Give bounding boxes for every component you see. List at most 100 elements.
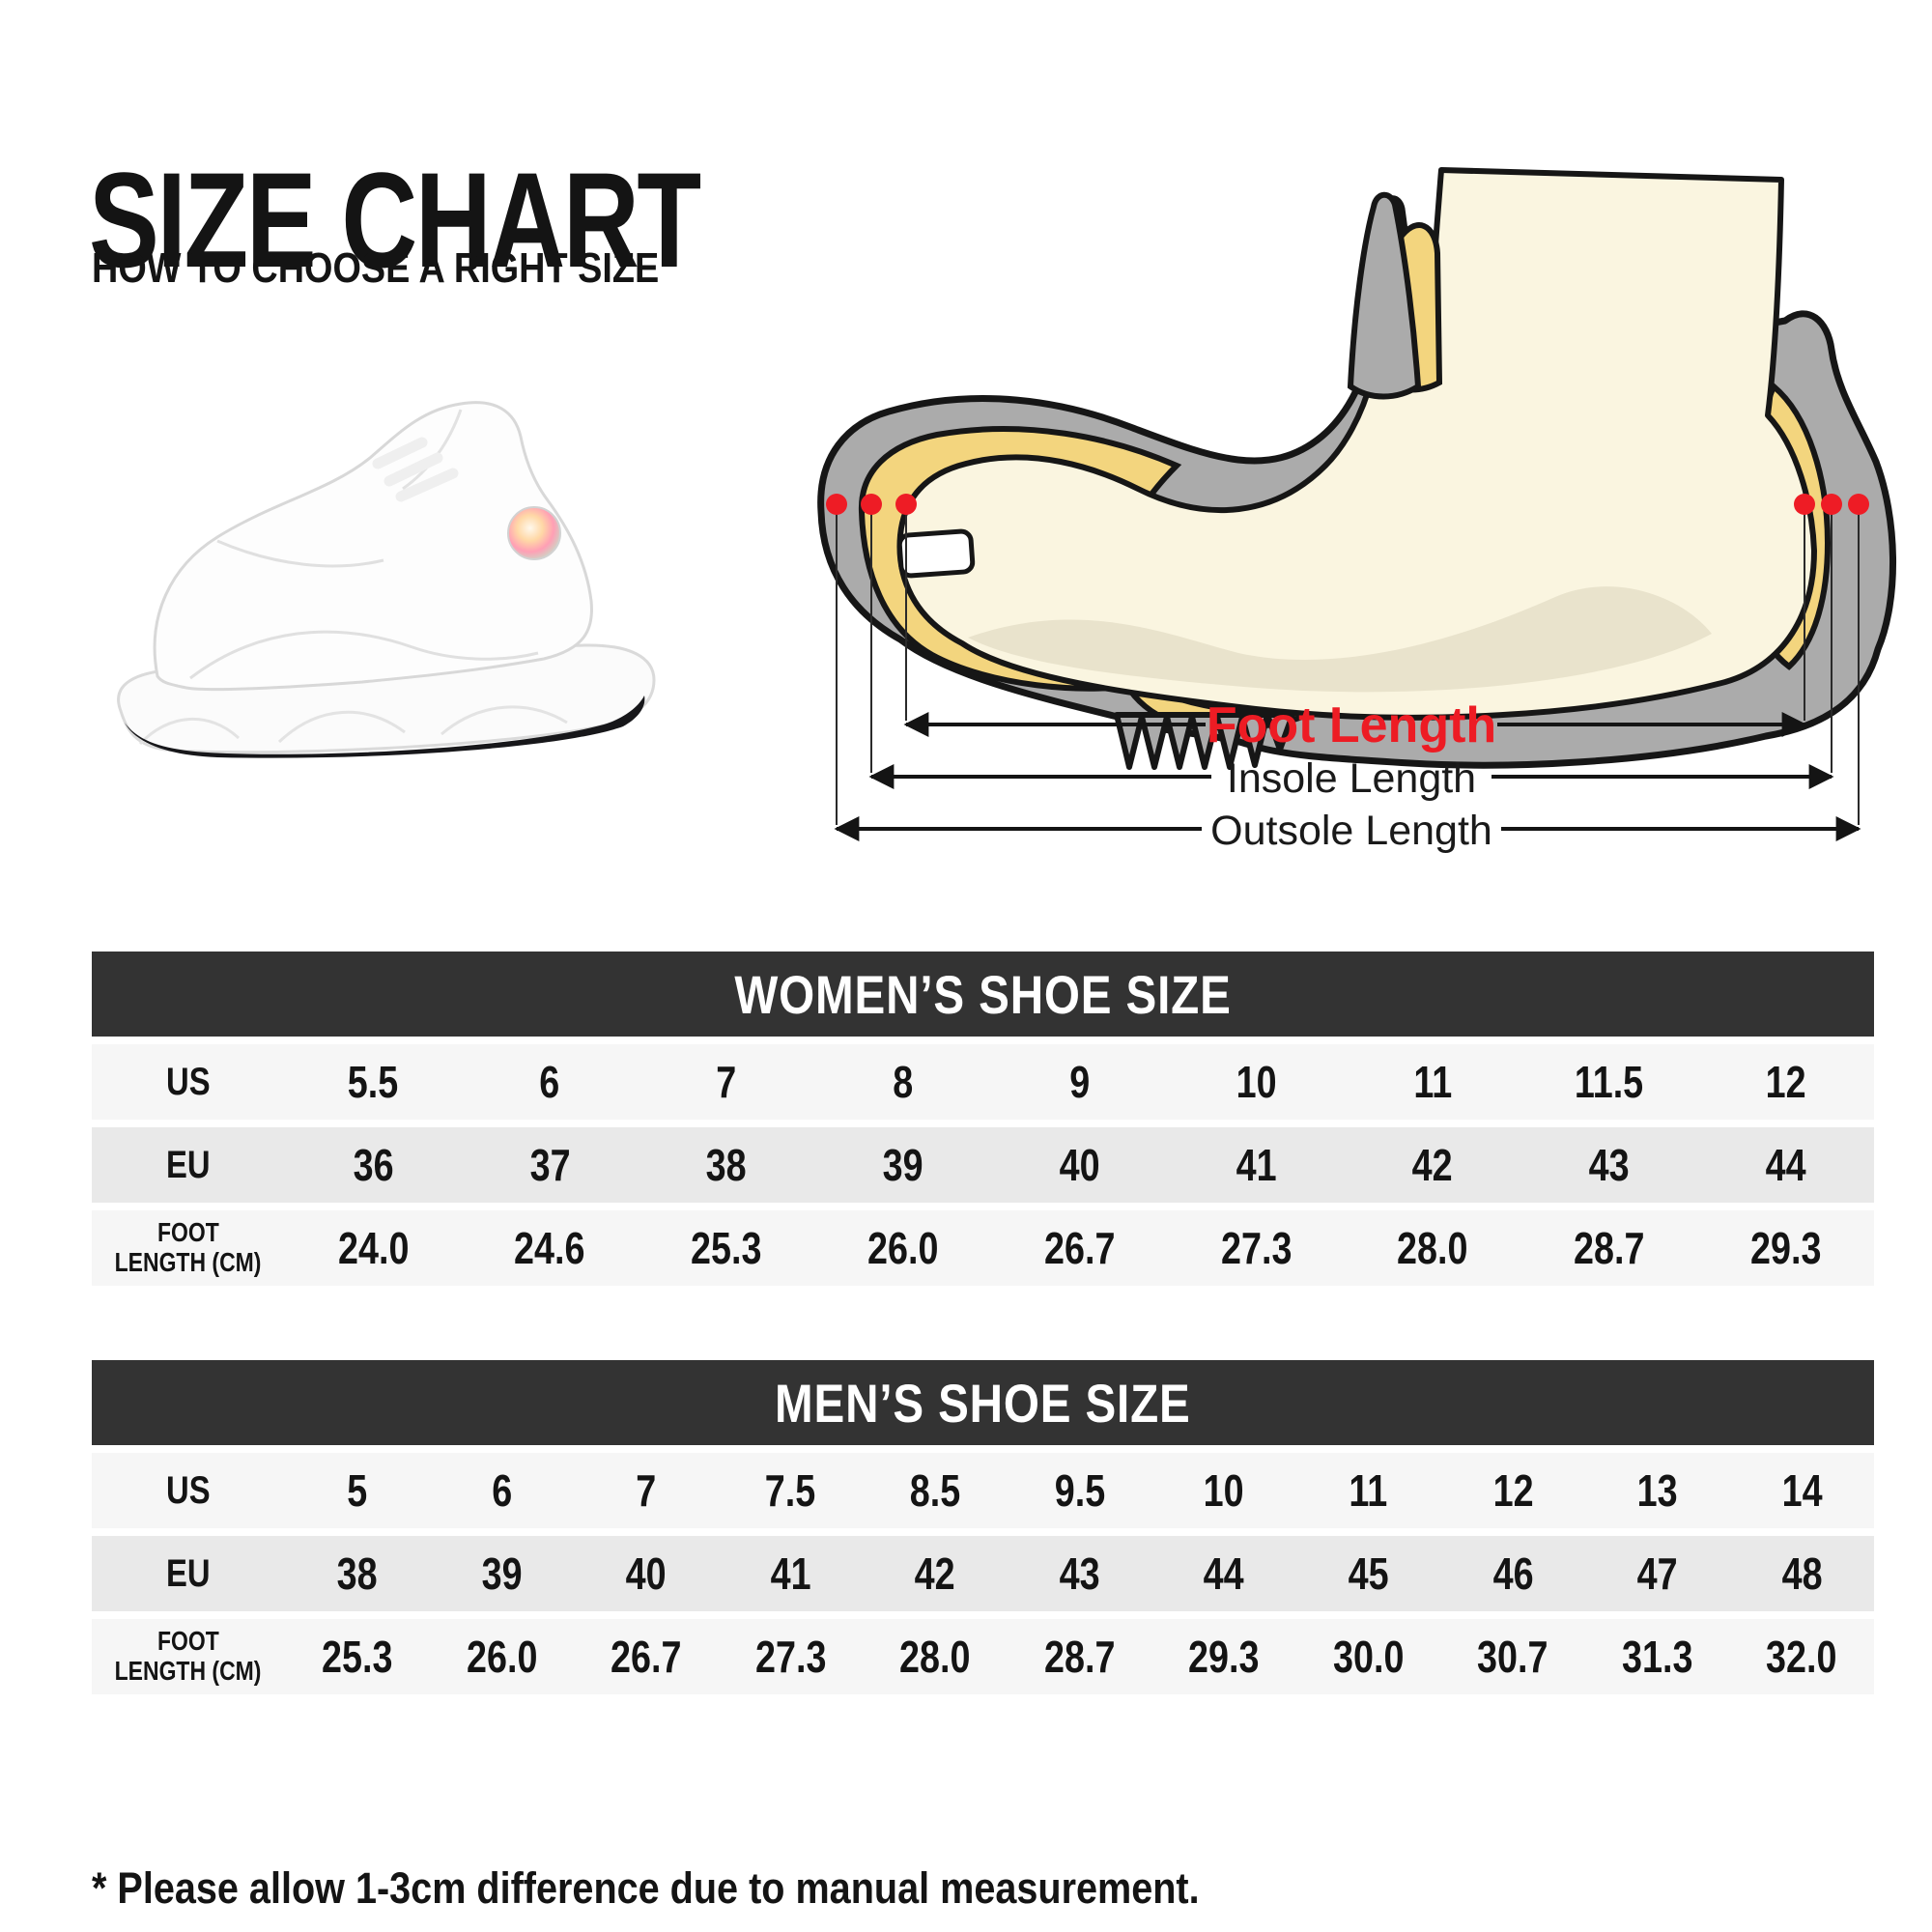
page-title: SIZE CHART <box>89 143 871 296</box>
size-cell: 8.5 <box>909 1465 961 1516</box>
size-cell: 42 <box>1412 1140 1454 1190</box>
size-cell: 5.5 <box>348 1057 399 1107</box>
measure-point-dots <box>826 494 1869 515</box>
row-label: EU <box>166 1552 211 1595</box>
measurement-footnote: * Please allow 1-3cm difference due to m… <box>92 1863 1350 1914</box>
sneaker-outsole-black <box>125 696 645 758</box>
page-subtitle: HOW TO CHOOSE A RIGHT SIZE <box>92 244 752 293</box>
size-cell: 46 <box>1492 1548 1534 1599</box>
table-row: US 5.5 6 7 8 9 10 11 11.5 12 <box>92 1044 1874 1120</box>
size-cell: 32.0 <box>1766 1632 1837 1682</box>
foot-measure-diagram: Foot Length Insole Length Outsole Length <box>817 167 1897 854</box>
size-cell: 28.7 <box>1043 1632 1116 1682</box>
size-cell: 6 <box>491 1465 512 1516</box>
size-cell: 29.3 <box>1188 1632 1260 1682</box>
foot-length-label: Foot Length <box>1207 697 1496 753</box>
size-cell: 5 <box>347 1465 368 1516</box>
size-cell: 7 <box>716 1057 737 1107</box>
foot-shading <box>968 586 1712 693</box>
mens-table-title: MEN’S SHOE SIZE <box>775 1372 1191 1434</box>
size-cell: 28.7 <box>1574 1223 1645 1273</box>
table-row: FOOT LENGTH (CM) 24.0 24.6 25.3 26.0 26.7 27.3 2… <box>92 1210 1874 1286</box>
laces <box>372 437 459 502</box>
side-panel-seam <box>189 630 539 680</box>
row-label: FOOT LENGTH (CM) <box>115 1217 262 1277</box>
size-cell: 43 <box>1588 1140 1630 1190</box>
size-cell: 43 <box>1059 1548 1100 1599</box>
size-cell: 24.0 <box>337 1223 410 1273</box>
size-cell: 6 <box>539 1057 560 1107</box>
mens-size-table: MEN’S SHOE SIZE US 5 6 7 7.5 8.5 9.5 10 11 12 13 14… <box>92 1360 1874 1694</box>
mens-table-rows: US 5 6 7 7.5 8.5 9.5 10 11 12 13 14 EU 38 39 40 41 42 43 44… <box>92 1453 1874 1694</box>
size-cell: 7.5 <box>765 1465 816 1516</box>
row-label: US <box>166 1061 211 1103</box>
size-cell: 44 <box>1765 1140 1806 1190</box>
size-cell: 42 <box>914 1548 955 1599</box>
sneaker-upper <box>153 401 593 692</box>
size-cell: 26.7 <box>1043 1223 1116 1273</box>
measurement-footnote-text: * Please allow 1-3cm difference due to m… <box>92 1863 1200 1913</box>
size-cell: 27.3 <box>1220 1223 1293 1273</box>
size-cell: 45 <box>1348 1548 1389 1599</box>
size-cell: 24.6 <box>514 1223 585 1273</box>
size-cell: 39 <box>481 1548 523 1599</box>
size-cell: 48 <box>1781 1548 1823 1599</box>
row-label: EU <box>166 1144 211 1186</box>
size-cell: 31.3 <box>1621 1632 1693 1682</box>
size-cell: 38 <box>705 1140 747 1190</box>
womens-table-header: WOMEN’S SHOE SIZE <box>92 952 1874 1037</box>
sole-tread <box>1114 712 1295 770</box>
size-cell: 41 <box>770 1548 811 1599</box>
mens-table-header: MEN’S SHOE SIZE <box>92 1360 1874 1445</box>
size-cell: 13 <box>1636 1465 1678 1516</box>
holographic-badge <box>507 506 561 560</box>
page-title-text: SIZE CHART <box>89 143 701 296</box>
womens-table-rows: US 5.5 6 7 8 9 10 11 11.5 12 EU 36 37 38 39 40 41 42 43 44 F… <box>92 1044 1874 1286</box>
size-cell: 28.0 <box>899 1632 971 1682</box>
size-cell: 27.3 <box>754 1632 827 1682</box>
size-cell: 25.3 <box>322 1632 393 1682</box>
table-row: EU 38 39 40 41 42 43 44 45 46 47 48 <box>92 1536 1874 1611</box>
sole-lobes <box>138 705 568 746</box>
size-cell: 40 <box>625 1548 667 1599</box>
size-cell: 44 <box>1204 1548 1245 1599</box>
size-cell: 9 <box>1069 1057 1091 1107</box>
size-cell: 7 <box>636 1465 657 1516</box>
size-cell: 28.0 <box>1397 1223 1468 1273</box>
sneaker-product-image <box>117 401 656 758</box>
size-cell: 12 <box>1492 1465 1534 1516</box>
size-cell: 12 <box>1765 1057 1806 1107</box>
measure-guide-lines <box>836 514 1860 825</box>
toenail <box>896 528 976 579</box>
table-row: EU 36 37 38 39 40 41 42 43 44 <box>92 1127 1874 1203</box>
row-label: FOOT LENGTH (CM) <box>115 1626 262 1686</box>
size-cell: 14 <box>1781 1465 1823 1516</box>
row-label: US <box>166 1469 211 1512</box>
size-cell: 37 <box>529 1140 571 1190</box>
size-cell: 47 <box>1636 1548 1678 1599</box>
foot-and-leg <box>896 167 1817 721</box>
size-cell: 11 <box>1413 1057 1453 1107</box>
size-cell: 25.3 <box>691 1223 762 1273</box>
size-cell: 40 <box>1059 1140 1100 1190</box>
womens-size-table: WOMEN’S SHOE SIZE US 5.5 6 7 8 9 10 11 11.5 12 EU 3… <box>92 952 1874 1286</box>
size-cell: 11.5 <box>1575 1057 1644 1107</box>
size-cell: 9.5 <box>1054 1465 1105 1516</box>
size-cell: 29.3 <box>1749 1223 1822 1273</box>
size-cell: 38 <box>336 1548 378 1599</box>
size-cell: 10 <box>1204 1465 1245 1516</box>
size-cell: 36 <box>353 1140 394 1190</box>
size-cell: 26.0 <box>867 1223 939 1273</box>
size-cell: 11 <box>1349 1465 1388 1516</box>
size-cell: 39 <box>882 1140 923 1190</box>
size-cell: 26.7 <box>611 1632 682 1682</box>
table-row: FOOT LENGTH (CM) 25.3 26.0 26.7 27.3 28.0 28.7 2… <box>92 1619 1874 1694</box>
size-cell: 10 <box>1236 1057 1277 1107</box>
page-subtitle-text: HOW TO CHOOSE A RIGHT SIZE <box>92 243 660 292</box>
size-cell: 8 <box>893 1057 914 1107</box>
size-cell: 26.0 <box>466 1632 538 1682</box>
size-cell: 30.7 <box>1477 1632 1548 1682</box>
womens-table-title: WOMEN’S SHOE SIZE <box>734 963 1232 1025</box>
toe-cap-seam <box>216 539 384 568</box>
